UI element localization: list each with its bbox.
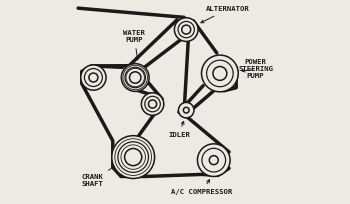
Circle shape <box>202 55 238 92</box>
Circle shape <box>112 136 155 178</box>
Circle shape <box>178 102 194 118</box>
Circle shape <box>81 65 106 90</box>
Text: ALTERNATOR: ALTERNATOR <box>201 6 250 23</box>
Circle shape <box>174 18 198 41</box>
Text: IDLER: IDLER <box>168 121 190 138</box>
Circle shape <box>121 64 149 91</box>
Text: WATER
PUMP: WATER PUMP <box>123 30 145 60</box>
Text: CRANK
SHAFT: CRANK SHAFT <box>82 166 114 187</box>
Circle shape <box>141 93 164 115</box>
Text: POWER
STEERING
PUMP: POWER STEERING PUMP <box>238 59 273 79</box>
Text: A/C COMPRESSOR: A/C COMPRESSOR <box>171 180 232 195</box>
Circle shape <box>197 144 230 176</box>
